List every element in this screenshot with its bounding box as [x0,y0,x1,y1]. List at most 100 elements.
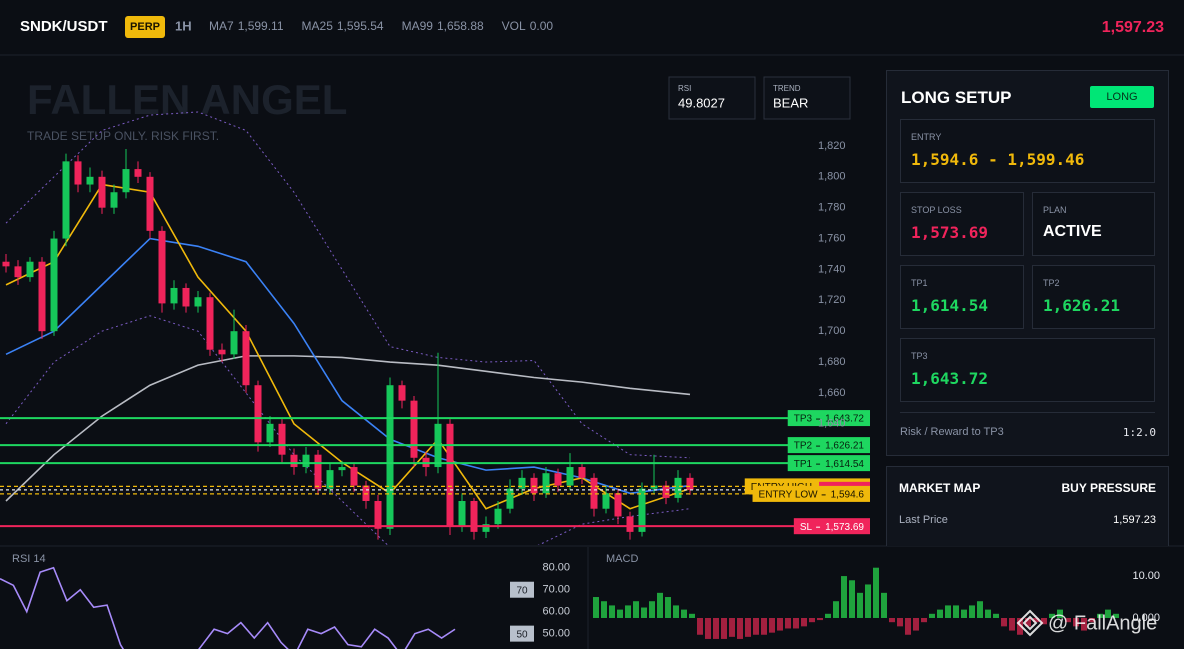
stop-loss-card: STOP LOSS 1,573.69 [900,192,1024,256]
watermark-subtitle: TRADE SETUP ONLY. RISK FIRST. [27,129,219,143]
candle-body [374,501,382,529]
rsi-line [0,566,456,649]
entry-value: 1,594.6 - 1,599.46 [911,150,1085,169]
candle-body [494,508,502,525]
macd-bar [1057,609,1063,618]
rsi-level-label: 70 [516,585,528,596]
entry-label: ENTRY [911,132,942,142]
symbol: SNDK/USDT [20,18,108,35]
macd-bar [1073,617,1079,627]
macd-tick-label: 0.000 [1132,612,1160,624]
macd-bar [705,617,711,639]
rr-value: 1:2.0 [1122,426,1156,439]
candle-body [254,385,262,443]
price-tick-label: 1,820 [818,140,846,152]
level-tag: 1,626.21 TP2 [787,437,870,454]
macd-bar [713,617,719,639]
macd-bar [761,617,767,635]
level-label: ENTRY LOW [759,490,819,501]
indicator-label: MA25 [302,19,334,33]
macd-bar [1041,617,1047,625]
candle-body [398,385,406,401]
rr-divider [900,412,1155,413]
price-tick-label: 1,640 [818,418,846,430]
macd-bar [873,567,879,618]
candle-body [410,400,418,458]
macd-bar [1065,617,1071,623]
macd-bar [929,613,935,618]
tp3-value: 1,643.72 [911,369,989,388]
last-price-label: Last Price [899,514,948,526]
candle-body [458,501,466,526]
stop-loss-value: 1,573.69 [911,223,989,242]
macd-bar [633,601,639,618]
price-tick-label: 1,740 [818,263,846,275]
macd-bar [809,617,815,623]
badge-bg [125,16,165,38]
candle-body [446,423,454,526]
indicator-area [0,546,1184,649]
level-tag: 1,643.72 TP3 [787,410,870,427]
candle-body [98,176,106,208]
candle-body [62,161,70,239]
level-tag-bg [787,437,870,454]
macd-bar [857,592,863,618]
info-value: BEAR [773,95,808,110]
candle-body [326,470,334,489]
candle-body [182,287,190,307]
macd-bar [937,609,943,618]
plan-card: PLAN ACTIVE [1032,192,1155,256]
candle-body [614,493,622,517]
level-value: 1,614.54 [825,459,864,470]
tp1-card: TP1 1,614.54 [900,265,1024,329]
macd-bar [961,609,967,618]
candle-body [50,238,58,332]
candle-body [626,516,634,532]
level-value: 1,626.21 [825,441,864,452]
candle-body [578,467,586,478]
info-box [668,76,756,120]
watermark-text: @ FallAngle [1048,612,1157,634]
setup-badge: LONG [1090,86,1154,108]
candle-body [26,261,34,278]
candle-body [518,477,526,489]
candle-body [194,297,202,307]
candle-body [482,524,490,532]
market-map: MARKET MAP BUY PRESSURE Last Price 1,597… [886,466,1169,546]
candle-body [566,467,574,486]
macd-bar [697,617,703,635]
timeframe: 1H [175,18,192,33]
indicator-label: VOL [502,19,526,33]
macd-tick-label: 10.00 [1132,570,1160,582]
rsi-tick-label: 50.00 [542,628,570,640]
rsi-tick-label: 60.00 [542,606,570,618]
indicator-label: MA99 [402,19,434,33]
candle-body [242,331,250,386]
macd-bar [833,601,839,618]
indicator-value: 0.00 [530,19,554,33]
rsi-tick-label: 70.00 [542,584,570,596]
overlay-line [5,237,691,495]
last-price: 1,597.23 [1102,19,1164,36]
macd-bar [985,609,991,618]
rsi-level-box [510,581,534,598]
indicator-value: 1,595.54 [337,19,384,33]
main-chart: FALLEN ANGEL TRADE SETUP ONLY. RISK FIRST… [0,76,870,545]
info-box [763,76,851,120]
candle-body [158,230,166,304]
macd-panel: MACD 10.00 0.000 [593,553,1160,639]
macd-bar [921,617,927,623]
indicator-label: MA7 [209,19,234,33]
candle-body [278,423,286,455]
candle-body [470,501,478,532]
rsi-panel: RSI 14 80.00 70.00 60.00 50.00 70 50 [0,553,570,649]
level-tag: 1,614.54 TP1 [787,455,870,472]
overlay-line [5,315,691,545]
macd-bar [817,617,823,621]
macd-bar [945,605,951,618]
candle-body [530,477,538,494]
entry-card: ENTRY 1,594.6 - 1,599.46 [900,119,1155,183]
last-price-value: 1,597.23 [1113,514,1156,526]
level-tag-bg [793,518,870,535]
